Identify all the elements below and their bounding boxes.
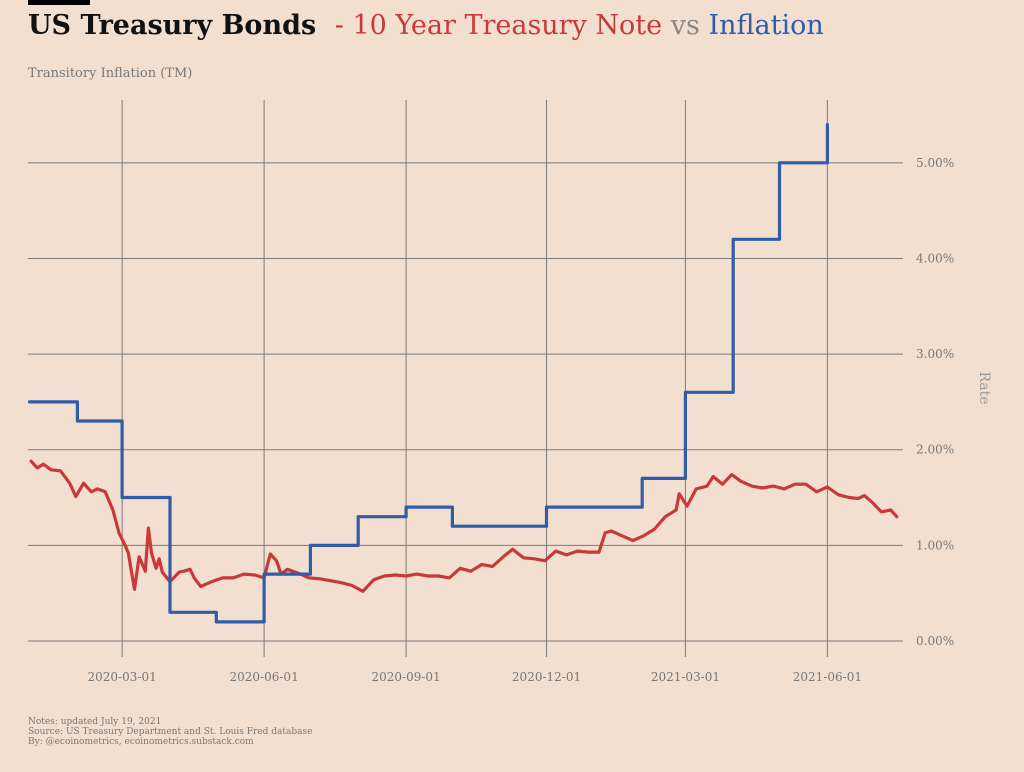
y-axis-title: Rate	[976, 371, 992, 404]
y-tick-label: 0.00%	[916, 634, 954, 648]
x-tick-label: 2020-09-01	[371, 670, 440, 684]
series-layer	[27, 123, 899, 624]
x-tick-label: 2021-06-01	[793, 670, 862, 684]
title-vs: vs	[670, 10, 700, 41]
y-tick-label: 3.00%	[916, 347, 954, 361]
top-accent-bar	[28, 0, 90, 5]
chart-subtitle: Transitory Inflation (TM)	[28, 66, 193, 81]
title-separator: -	[334, 10, 344, 41]
label-layer: 0.00% 1.00% 2.00% 3.00% 4.00% 5.00% 2020-03-01…	[88, 156, 992, 684]
note-line: Source: US Treasury Department and St. L…	[28, 727, 313, 737]
x-tick-label: 2020-12-01	[512, 670, 581, 684]
y-tick-label: 5.00%	[916, 156, 954, 170]
y-tick-label: 1.00%	[916, 538, 954, 552]
x-tick-label: 2020-06-01	[230, 670, 299, 684]
title-main: US Treasury Bonds	[28, 10, 317, 41]
grid-layer	[28, 100, 903, 657]
y-tick-label: 2.00%	[916, 443, 954, 457]
series-line-treasury-note	[29, 459, 899, 593]
x-tick-label: 2021-03-01	[651, 670, 720, 684]
note-line: Notes: updated July 19, 2021	[28, 717, 162, 727]
chart-title: US Treasury Bonds - 10 Year Treasury Not…	[28, 10, 824, 41]
chart-notes: Notes: updated July 19, 2021 Source: US …	[28, 717, 312, 747]
note-line: By: @ecoinometrics, ecoinometrics.substa…	[28, 737, 254, 747]
series-line-inflation	[27, 123, 829, 624]
x-tick-label: 2020-03-01	[88, 670, 157, 684]
y-tick-label: 4.00%	[916, 251, 954, 265]
title-series1: 10 Year Treasury Note	[352, 10, 663, 41]
title-series2: Inflation	[708, 10, 824, 41]
